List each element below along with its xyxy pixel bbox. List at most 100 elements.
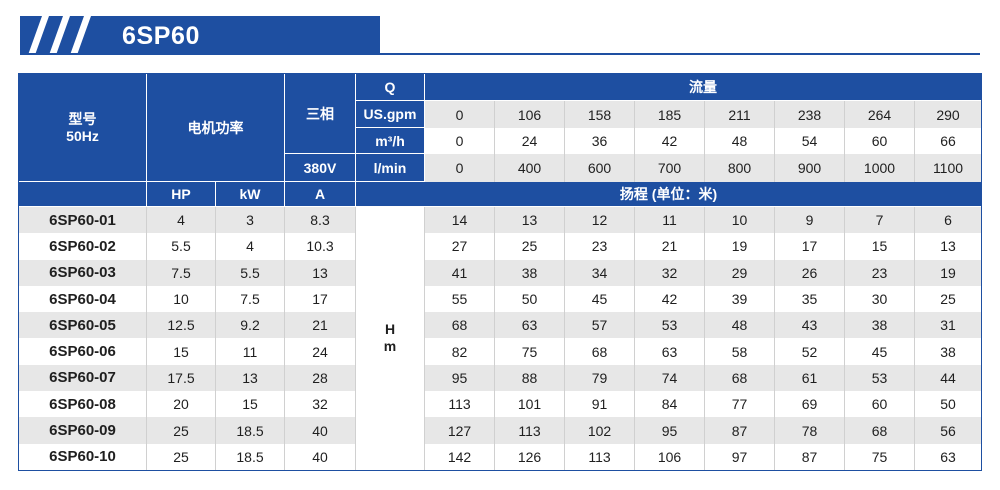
title-underline	[20, 53, 980, 55]
head-value: 75	[845, 443, 915, 470]
hp-cell: 10	[147, 285, 216, 313]
head-value: 43	[775, 312, 845, 339]
head-value: 38	[915, 338, 981, 365]
banner-stripe	[49, 16, 70, 55]
hp-cell: 20	[147, 391, 216, 418]
flow-value: 60	[845, 128, 915, 154]
head-value: 15	[845, 233, 915, 260]
motor-power-header: 电机功率	[147, 74, 285, 182]
head-value: 60	[845, 391, 915, 418]
head-value: 142	[425, 443, 495, 470]
kw-cell: 4	[216, 233, 285, 260]
head-value: 87	[775, 443, 845, 470]
model-cell: 6SP60-01	[19, 207, 147, 234]
voltage-header: 380V	[285, 154, 356, 182]
flow-value: 24	[495, 128, 565, 154]
model-cell: 6SP60-09	[19, 417, 147, 444]
model-cell: 6SP60-05	[19, 312, 147, 339]
head-value: 95	[425, 364, 495, 392]
hp-cell: 12.5	[147, 312, 216, 339]
head-value: 101	[495, 391, 565, 418]
model-subheader-blank	[19, 182, 147, 207]
head-value: 19	[705, 233, 775, 260]
head-value: 41	[425, 259, 495, 286]
head-value: 78	[775, 417, 845, 444]
head-value: 21	[635, 233, 705, 260]
head-value: 42	[635, 285, 705, 313]
head-value: 7	[845, 207, 915, 234]
q-header: Q	[356, 74, 425, 101]
model-cell: 6SP60-06	[19, 338, 147, 365]
hp-cell: 15	[147, 338, 216, 365]
head-value: 23	[565, 233, 635, 260]
head-value: 6	[915, 207, 981, 234]
kw-cell: 18.5	[216, 443, 285, 470]
amps-cell: 32	[285, 391, 356, 418]
spec-table: 型号 50Hz 电机功率 三相 380V Q 流量 HP kW A 扬程 (单位…	[18, 73, 982, 471]
head-value: 50	[495, 285, 565, 313]
flow-value: 800	[705, 154, 775, 182]
flow-value: 238	[775, 101, 845, 128]
model-cell: 6SP60-08	[19, 391, 147, 418]
head-header: 扬程 (单位：米)	[356, 182, 981, 207]
flow-header: 流量	[425, 74, 981, 101]
head-value: 69	[775, 391, 845, 418]
amps-cell: 28	[285, 364, 356, 392]
head-value: 38	[845, 312, 915, 339]
head-value: 97	[705, 443, 775, 470]
head-value: 39	[705, 285, 775, 313]
amps-cell: 10.3	[285, 233, 356, 260]
head-value: 13	[495, 207, 565, 234]
flow-value: 48	[705, 128, 775, 154]
model-cell: 6SP60-10	[19, 443, 147, 470]
head-value: 113	[425, 391, 495, 418]
banner-stripe	[28, 16, 49, 55]
head-value: 106	[635, 443, 705, 470]
page-title: 6SP60	[122, 22, 201, 50]
head-value: 68	[425, 312, 495, 339]
flow-value: 264	[845, 101, 915, 128]
head-value: 45	[845, 338, 915, 365]
head-value: 127	[425, 417, 495, 444]
head-value: 25	[915, 285, 981, 313]
head-value: 9	[775, 207, 845, 234]
flow-unit-label: m³/h	[356, 128, 425, 154]
head-value: 126	[495, 443, 565, 470]
head-value: 32	[635, 259, 705, 286]
frequency-label: 50Hz	[66, 127, 99, 144]
amps-cell: 21	[285, 312, 356, 339]
kw-cell: 7.5	[216, 285, 285, 313]
hp-header: HP	[147, 182, 216, 207]
flow-value: 0	[425, 101, 495, 128]
head-value: 29	[705, 259, 775, 286]
kw-cell: 15	[216, 391, 285, 418]
head-value: 23	[845, 259, 915, 286]
head-value: 34	[565, 259, 635, 286]
flow-value: 185	[635, 101, 705, 128]
amps-cell: 8.3	[285, 207, 356, 234]
model-cell: 6SP60-02	[19, 233, 147, 260]
head-value: 113	[565, 443, 635, 470]
kw-cell: 13	[216, 364, 285, 392]
flow-value: 211	[705, 101, 775, 128]
head-value: 57	[565, 312, 635, 339]
diagonal-stripes-icon	[20, 16, 380, 55]
head-value: 38	[495, 259, 565, 286]
head-value: 91	[565, 391, 635, 418]
flow-value: 0	[425, 154, 495, 182]
head-value: 102	[565, 417, 635, 444]
head-value: 75	[495, 338, 565, 365]
head-value: 61	[775, 364, 845, 392]
kw-cell: 18.5	[216, 417, 285, 444]
head-value: 13	[915, 233, 981, 260]
head-value: 53	[635, 312, 705, 339]
head-value: 74	[635, 364, 705, 392]
amps-cell: 40	[285, 417, 356, 444]
head-value: 63	[635, 338, 705, 365]
head-value: 63	[495, 312, 565, 339]
head-value: 45	[565, 285, 635, 313]
hp-cell: 25	[147, 417, 216, 444]
head-value: 88	[495, 364, 565, 392]
head-value: 68	[565, 338, 635, 365]
head-unit-column: H m	[356, 207, 425, 470]
